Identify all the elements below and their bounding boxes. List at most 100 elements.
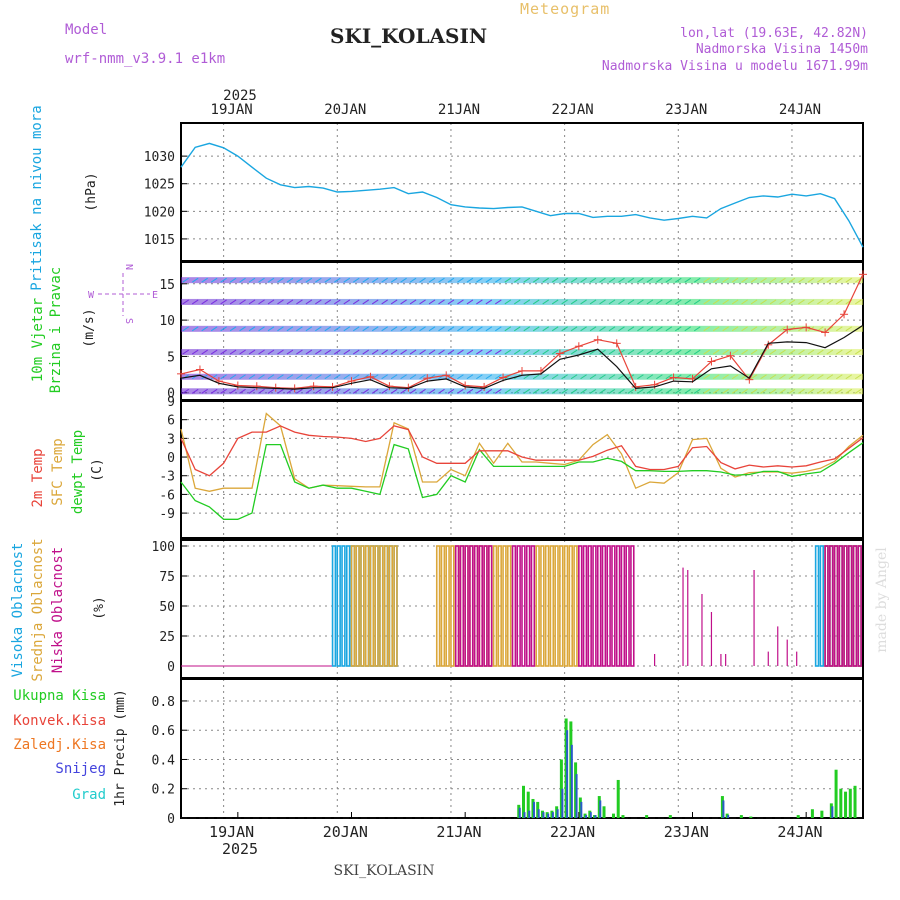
precip-snow-bar [537, 809, 540, 818]
wind-barb [286, 299, 294, 305]
wind-barb [305, 388, 313, 394]
wind-barb [608, 388, 616, 394]
wind-barb [457, 349, 464, 355]
precip-snow-bar [523, 812, 526, 818]
wind-barb [447, 299, 455, 305]
wind-barb [779, 326, 786, 332]
wind-barb [352, 349, 360, 355]
wind-barb [371, 388, 379, 394]
wind-barb [646, 326, 654, 332]
temp-ylabel-3: dewpt Temp [70, 430, 86, 514]
wind-barb [390, 277, 398, 283]
precip-snow-bar [580, 801, 583, 818]
wind-barb [447, 277, 455, 283]
precip-label-total: Ukupna Kisa [13, 688, 106, 704]
wind-barb [504, 349, 512, 355]
wind-dir-n: N [123, 264, 134, 270]
wind-barb [504, 388, 512, 394]
wind-dir-s: S [123, 318, 134, 324]
wind-barb [239, 299, 246, 305]
wind-barb [788, 374, 796, 380]
low-cloud-bar [488, 545, 493, 667]
wind-barb [371, 299, 379, 305]
wind-barb [570, 277, 578, 283]
wind-barb [599, 299, 606, 305]
wind-barb [267, 349, 275, 355]
wind-barb [258, 277, 265, 283]
wind-barb [390, 349, 398, 355]
wind-barb [570, 374, 578, 380]
wind-barb [296, 299, 303, 305]
wind-barb [608, 374, 616, 380]
wind-barb [608, 349, 616, 355]
wind-barb [731, 374, 739, 380]
mid-cloud-bar [559, 545, 564, 667]
wind-barb [504, 277, 512, 283]
wind-barb [324, 326, 332, 332]
precip-total-bar [616, 779, 620, 818]
wind-barb [646, 349, 654, 355]
wind-barb [362, 299, 369, 305]
wind-barb [381, 277, 388, 283]
precip-snow-bar [556, 809, 559, 818]
wind-barb [352, 277, 360, 283]
wind-barb [580, 326, 587, 332]
wind-barb [267, 388, 275, 394]
precip-snow-bar [528, 810, 531, 818]
wind-barb [798, 349, 805, 355]
wind-barb [485, 388, 493, 394]
wind-barb [495, 388, 502, 394]
wind-barb [371, 326, 379, 332]
wind-barb [513, 299, 521, 305]
low-cloud-bar [847, 545, 853, 667]
wind-barb [419, 277, 426, 283]
wind-barb [807, 374, 815, 380]
ytick-label: 100 [152, 540, 175, 555]
wind-barb [779, 299, 786, 305]
wind-barb [258, 388, 265, 394]
wind-barb [428, 388, 436, 394]
wind-barb [438, 388, 445, 394]
precip-snow-bar [831, 806, 834, 818]
wind-barb [807, 299, 815, 305]
wind-barb [343, 326, 351, 332]
wind-barb [826, 349, 834, 355]
wind-barb [447, 349, 455, 355]
wind-barb [210, 388, 218, 394]
wind-barb [504, 299, 512, 305]
wind-barb [409, 374, 417, 380]
wind-barb [741, 326, 748, 332]
low-cloud-bar [511, 545, 517, 667]
wind-barb [675, 349, 682, 355]
wind-barb [182, 326, 190, 332]
wind-barb [324, 388, 332, 394]
wind-barb [248, 277, 256, 283]
watermark: made by Angel [874, 547, 890, 653]
wind-barb [532, 277, 540, 283]
wind-barb [836, 326, 843, 332]
header-lonlat: lon,lat (19.63E, 42.82N) [680, 26, 868, 41]
wind-barb [296, 277, 303, 283]
wind-barb [532, 374, 540, 380]
wind-barb [305, 374, 313, 380]
wind-barb [769, 388, 777, 394]
wind-barb [258, 326, 265, 332]
wind-barb [637, 388, 644, 394]
mid-cloud-bar [549, 545, 555, 667]
wind-barb [561, 326, 568, 332]
header-title: SKI_KOLASIN [330, 24, 487, 48]
ytick-label: 0 [167, 387, 175, 402]
wind-barb [637, 277, 644, 283]
mid-cloud-bar [492, 545, 498, 667]
wind-barb [731, 299, 739, 305]
low-cloud-bar [473, 545, 479, 667]
wind-barb [817, 277, 824, 283]
wind-barb [248, 299, 256, 305]
wind-barb [343, 299, 351, 305]
wind-barb [513, 388, 521, 394]
wind-barb [693, 326, 701, 332]
precip-label-snow: Snijeg [55, 761, 106, 777]
wind-barb [627, 349, 635, 355]
precip-unit: 1hr Precip (mm) [113, 689, 128, 806]
precip-total-bar [668, 815, 672, 818]
